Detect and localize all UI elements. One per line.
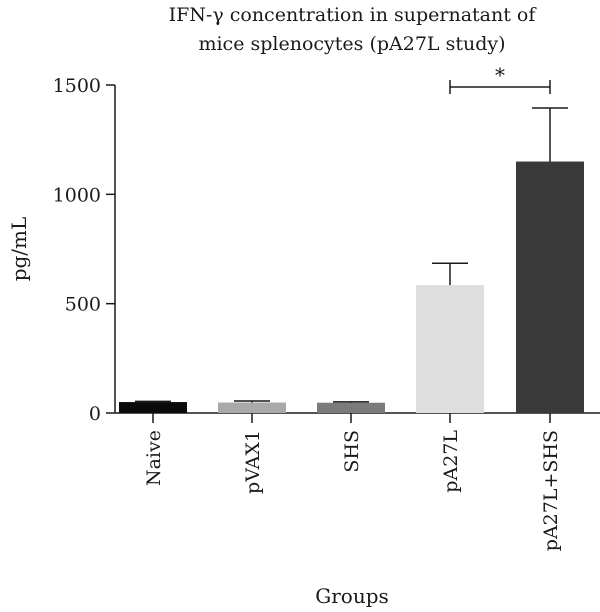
bar-naive: [119, 402, 187, 413]
x-tick-label-pvax1: pVAX1: [242, 430, 264, 494]
y-axis-label: pg/mL: [7, 217, 31, 282]
y-tick-label-1500: 1500: [53, 75, 101, 97]
y-tick-label-0: 0: [89, 403, 101, 425]
x-tick-label-shs: SHS: [341, 430, 363, 473]
y-tick-label-500: 500: [65, 294, 101, 316]
x-axis-label: Groups: [315, 584, 389, 608]
chart-title-line-1: IFN-γ concentration in supernatant of: [169, 4, 538, 26]
x-tick-label-pa27l: pA27L: [440, 430, 462, 493]
y-tick-label-1000: 1000: [53, 184, 101, 206]
bar-shs: [317, 402, 385, 413]
x-tick-label-pa27l-shs: pA27L+SHS: [540, 430, 562, 551]
x-tick-label-naive: Naive: [143, 430, 165, 486]
chart-title-line-2: mice splenocytes (pA27L study): [198, 33, 505, 55]
bar-pa27l-shs: [516, 161, 584, 413]
significance-label: *: [495, 63, 505, 87]
bar-pa27l: [416, 285, 484, 413]
bar-pvax1: [218, 402, 286, 413]
plot-area: 0 500 1000 1500 Naive pVAX1 SHS pA27L pA27L+SHS *: [53, 63, 600, 551]
